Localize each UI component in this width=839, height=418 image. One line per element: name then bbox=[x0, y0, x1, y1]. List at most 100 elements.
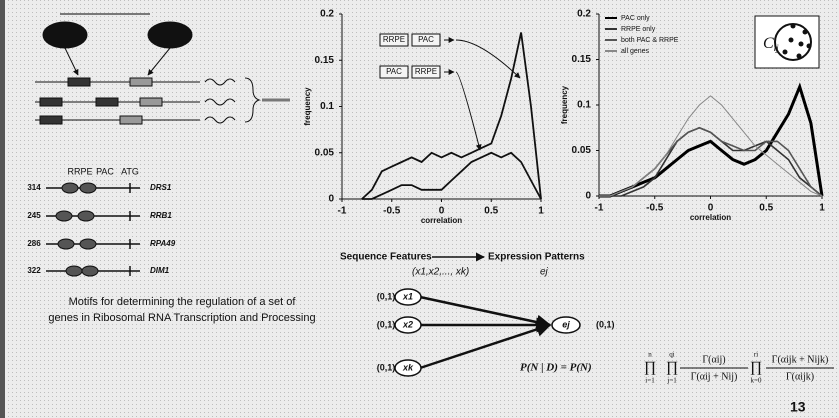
motif-position: 245 bbox=[27, 211, 41, 220]
motif-header: PAC bbox=[96, 166, 114, 176]
series-line bbox=[361, 151, 542, 200]
formula: P(N | D) = P(N)n∏i=1qi∏j=1ri∏k=0Γ(αij)Γ(… bbox=[520, 351, 834, 385]
inset-node bbox=[806, 43, 812, 49]
motif-position: 322 bbox=[27, 266, 41, 275]
inset-node bbox=[782, 49, 788, 55]
motif-table: RRPE PAC ATG 314 DRS1 245 RRB1 286 RPA49 322 DIM1 bbox=[27, 166, 176, 277]
legend-label: PAC only bbox=[621, 15, 650, 22]
caption-line: genes in Ribosomal RNA Transcription and… bbox=[48, 312, 315, 324]
x-tick-label: 1 bbox=[819, 203, 825, 214]
product-symbol: ∏ bbox=[666, 359, 678, 375]
motif-box bbox=[379, 65, 409, 79]
y-axis-label: frequency bbox=[303, 87, 312, 126]
output-node bbox=[551, 316, 581, 334]
network-left-title: Sequence Features bbox=[340, 252, 432, 263]
motif-position: 314 bbox=[27, 183, 41, 192]
x-tick-label: -0.5 bbox=[646, 203, 664, 214]
motif-label: PAC bbox=[386, 67, 402, 76]
edge bbox=[419, 322, 552, 370]
x-tick-label: -1 bbox=[595, 203, 604, 214]
inset-sub: ij bbox=[774, 43, 780, 53]
y-tick-label: 0.2 bbox=[320, 9, 334, 20]
product-symbol: ∏ bbox=[750, 359, 762, 375]
product-symbol: ∏ bbox=[644, 359, 656, 375]
gene-name: RPA49 bbox=[150, 239, 176, 248]
input-node bbox=[394, 288, 422, 306]
node-range: (0,1) bbox=[377, 319, 396, 329]
input-label: x1 bbox=[402, 291, 413, 301]
x-tick-label: 1 bbox=[538, 206, 544, 217]
annotation-arrow bbox=[455, 71, 482, 151]
inset-node bbox=[788, 37, 794, 43]
motif-element bbox=[57, 238, 75, 250]
annotation-arrow bbox=[455, 39, 521, 79]
y-tick-label: 0 bbox=[585, 191, 591, 202]
network: Sequence Features Expression Patterns (x… bbox=[340, 252, 585, 278]
y-tick-label: 0.1 bbox=[577, 100, 591, 111]
y-tick-label: 0.15 bbox=[572, 54, 592, 65]
motif-element bbox=[55, 210, 73, 222]
chart: 0 0.05 0.1 0.15 0.2 -1 -0.5 0 0.5 1 correlation fre… bbox=[560, 9, 825, 222]
output-range: (0,1) bbox=[596, 319, 615, 329]
legend-label: both PAC & RRPE bbox=[621, 37, 679, 44]
y-tick-label: 0.2 bbox=[577, 9, 591, 20]
inset-node bbox=[796, 53, 802, 59]
x-tick-label: -1 bbox=[338, 206, 347, 217]
series-line bbox=[361, 32, 542, 200]
input-node bbox=[394, 359, 422, 377]
input-label: x2 bbox=[402, 319, 413, 329]
product-lower: i=1 bbox=[645, 377, 655, 385]
product-upper: n bbox=[648, 351, 652, 359]
motif-box bbox=[379, 33, 409, 47]
page-number: 13 bbox=[790, 399, 806, 415]
gene-name: DIM1 bbox=[150, 266, 170, 275]
network-graph: (0,1) x1 (0,1) x2 (0,1) xk ej (0,1) bbox=[377, 288, 615, 377]
y-tick-label: 0.05 bbox=[315, 147, 335, 158]
regulation-diagram bbox=[35, 13, 290, 125]
fraction-denominator: Γ(αijk) bbox=[786, 371, 814, 382]
motif-box bbox=[411, 65, 441, 79]
motif-header: ATG bbox=[121, 166, 139, 176]
network-left-sub: (x1,x2,..., xk) bbox=[412, 267, 469, 278]
input-node bbox=[394, 316, 422, 334]
gene-name: RRB1 bbox=[150, 211, 172, 220]
x-tick-label: -0.5 bbox=[383, 206, 401, 217]
motif-element bbox=[77, 210, 95, 222]
x-tick-label: 0.5 bbox=[759, 203, 773, 214]
legend-label: RRPE only bbox=[621, 26, 656, 33]
motif-box bbox=[411, 33, 441, 47]
motif-label: RRPE bbox=[415, 67, 437, 76]
motif-element bbox=[79, 182, 97, 194]
x-axis-label: correlation bbox=[690, 213, 731, 222]
fraction-denominator: Γ(αij + Nij) bbox=[691, 371, 738, 382]
inset-node bbox=[802, 29, 808, 35]
node-range: (0,1) bbox=[377, 291, 396, 301]
fraction-numerator: Γ(αij) bbox=[702, 354, 725, 365]
legend-label: all genes bbox=[621, 48, 650, 55]
output-label: ej bbox=[562, 319, 570, 329]
series-line bbox=[599, 95, 823, 197]
network-right-title: Expression Patterns bbox=[488, 252, 585, 263]
y-tick-label: 0.05 bbox=[572, 145, 592, 156]
x-tick-label: 0.5 bbox=[484, 206, 498, 217]
network-right-sub: ej bbox=[540, 267, 549, 278]
y-tick-label: 0 bbox=[328, 194, 334, 205]
product-upper: qi bbox=[669, 351, 675, 359]
y-tick-label: 0.15 bbox=[315, 55, 335, 66]
motif-element bbox=[81, 265, 99, 277]
motif-header: RRPE bbox=[67, 166, 92, 176]
caption-line: Motifs for determining the regulation of… bbox=[69, 296, 297, 308]
inset-node bbox=[798, 41, 804, 47]
product-lower: k=0 bbox=[751, 377, 762, 385]
fraction-numerator: Γ(αijk + Nijk) bbox=[772, 354, 829, 365]
y-tick-label: 0.1 bbox=[320, 101, 334, 112]
y-axis-label: frequency bbox=[560, 85, 569, 124]
motif-element bbox=[65, 265, 83, 277]
series-line bbox=[599, 82, 824, 198]
inset-base: C bbox=[763, 35, 774, 52]
motif-element bbox=[79, 238, 97, 250]
motif-element bbox=[61, 182, 79, 194]
x-tick-label: 0 bbox=[708, 203, 714, 214]
